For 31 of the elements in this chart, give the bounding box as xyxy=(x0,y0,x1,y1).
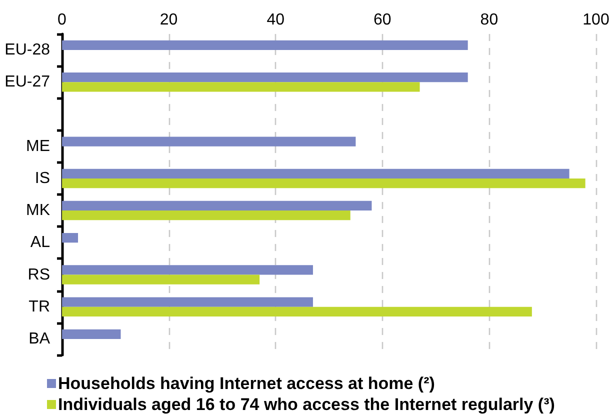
x-tick-label: 60 xyxy=(374,12,392,28)
x-tick-label: 80 xyxy=(480,12,498,28)
bar xyxy=(62,178,586,188)
legend-label: Households having Internet access at home (²) xyxy=(58,374,435,393)
y-tick-label: IS xyxy=(34,170,50,187)
bar xyxy=(62,200,372,211)
bar xyxy=(62,233,78,243)
legend-label: Individuals aged 16 to 74 who access the Internet regularly (³) xyxy=(58,395,555,414)
y-tick-label: BA xyxy=(28,330,50,348)
y-tick-label: TR xyxy=(28,298,50,316)
x-tick-label: 20 xyxy=(160,12,178,28)
bar xyxy=(62,274,260,284)
bar xyxy=(62,306,532,316)
bar xyxy=(62,329,121,339)
bar xyxy=(62,297,313,307)
bar xyxy=(62,136,356,146)
x-tick-label: 100 xyxy=(582,12,610,28)
y-tick-label: MK xyxy=(26,202,50,220)
bar xyxy=(62,265,313,275)
x-tick-label: 40 xyxy=(266,12,285,28)
y-tick-label: RS xyxy=(28,266,50,284)
bar xyxy=(62,40,468,50)
bar xyxy=(62,72,468,82)
y-tick-label: EU-28 xyxy=(4,42,50,59)
bar xyxy=(62,82,420,92)
y-tick-label: EU-27 xyxy=(4,74,50,91)
y-tick-label: ME xyxy=(26,138,50,155)
x-tick-label: 0 xyxy=(58,12,67,28)
bar xyxy=(62,210,350,220)
bar xyxy=(62,168,570,178)
y-tick-label: AL xyxy=(30,234,50,252)
